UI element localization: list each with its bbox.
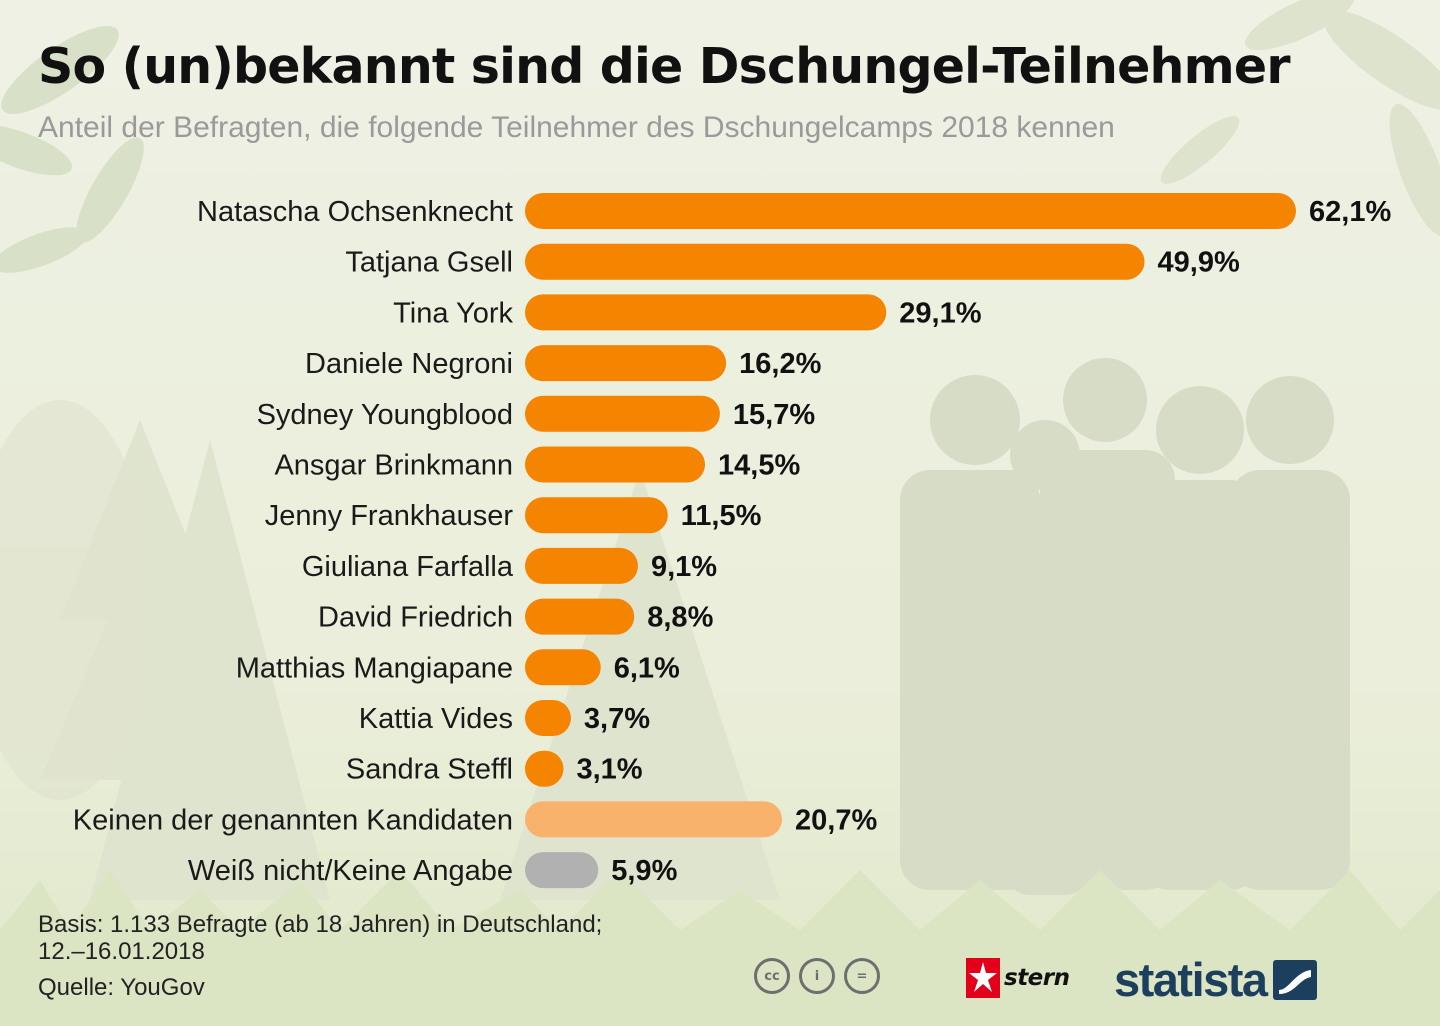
value-label: 6,1% bbox=[614, 652, 680, 684]
people-silhouette bbox=[900, 358, 1350, 895]
chart-title: So (un)bekannt sind die Dschungel-Teilne… bbox=[38, 38, 1291, 95]
basis-line-1: Basis: 1.133 Befragte (ab 18 Jahren) in … bbox=[38, 911, 603, 938]
bar bbox=[525, 395, 720, 432]
statista-wordmark: statista bbox=[1114, 953, 1268, 1006]
category-label: Tina York bbox=[393, 297, 513, 329]
bar bbox=[525, 598, 635, 635]
category-label: Weiß nicht/Keine Angabe bbox=[188, 855, 513, 887]
category-label: Sydney Youngblood bbox=[257, 399, 513, 431]
stern-star-icon bbox=[966, 958, 1000, 998]
category-label: Ansgar Brinkmann bbox=[274, 450, 513, 482]
value-label: 5,9% bbox=[611, 855, 677, 887]
value-label: 3,1% bbox=[576, 754, 642, 786]
stern-wordmark: stern bbox=[1004, 965, 1070, 991]
category-label: Matthias Mangiapane bbox=[236, 652, 513, 684]
bar bbox=[525, 294, 887, 331]
bar bbox=[525, 700, 571, 736]
value-label: 11,5% bbox=[681, 500, 762, 532]
cc-icon[interactable]: cc bbox=[754, 958, 790, 994]
category-label: Daniele Negroni bbox=[305, 348, 513, 380]
category-label: Keinen der genannten Kandidaten bbox=[73, 804, 513, 836]
value-label: 20,7% bbox=[795, 804, 877, 836]
category-label: Kattia Vides bbox=[359, 703, 513, 735]
statista-logo[interactable]: statista bbox=[1114, 952, 1317, 1007]
value-label: 15,7% bbox=[733, 399, 815, 431]
bar bbox=[525, 446, 706, 483]
bar bbox=[525, 547, 638, 584]
value-label: 62,1% bbox=[1309, 196, 1391, 228]
leaf-cluster-left bbox=[0, 25, 144, 273]
value-label: 14,5% bbox=[718, 450, 800, 482]
bar bbox=[525, 193, 1296, 229]
bar bbox=[525, 345, 727, 382]
value-label: 3,7% bbox=[584, 703, 650, 735]
bar bbox=[525, 750, 564, 787]
bar bbox=[525, 801, 782, 838]
no-derivatives-icon[interactable]: = bbox=[844, 958, 880, 994]
category-label: David Friedrich bbox=[318, 602, 513, 634]
category-label: Jenny Frankhauser bbox=[265, 500, 514, 532]
value-label: 29,1% bbox=[899, 297, 981, 329]
category-label: Sandra Steffl bbox=[346, 754, 513, 786]
value-label: 9,1% bbox=[651, 551, 717, 583]
license-icons: cc i = bbox=[754, 958, 880, 994]
value-label: 16,2% bbox=[739, 348, 821, 380]
category-label: Tatjana Gsell bbox=[345, 247, 513, 279]
chart-subtitle: Anteil der Befragten, die folgende Teiln… bbox=[38, 111, 1115, 144]
value-label: 49,9% bbox=[1158, 247, 1240, 279]
statista-mark-icon bbox=[1272, 959, 1317, 1000]
bar bbox=[525, 852, 599, 889]
source-note: Quelle: YouGov bbox=[38, 974, 205, 1001]
bar bbox=[525, 243, 1145, 280]
footnote: Basis: 1.133 Befragte (ab 18 Jahren) in … bbox=[38, 911, 602, 965]
tree-silhouettes bbox=[0, 400, 780, 900]
stern-logo[interactable]: stern bbox=[966, 958, 1070, 998]
bar bbox=[525, 497, 668, 534]
bar-chart: Natascha Ochsenknecht 62,1% Tatjana Gsell 4… bbox=[73, 193, 1391, 889]
grass bbox=[0, 870, 1440, 1026]
category-label: Giuliana Farfalla bbox=[302, 551, 514, 583]
value-label: 8,8% bbox=[647, 602, 713, 634]
leaf-cluster-right bbox=[1160, 0, 1440, 237]
bar bbox=[525, 649, 601, 686]
basis-line-2: 12.–16.01.2018 bbox=[38, 938, 205, 965]
category-label: Natascha Ochsenknecht bbox=[197, 196, 513, 228]
attribution-icon[interactable]: i bbox=[799, 958, 835, 994]
